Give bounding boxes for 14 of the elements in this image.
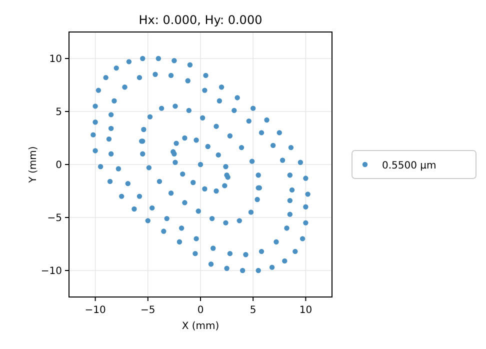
x-tick-label: 10 — [299, 305, 312, 316]
x-tick-label: 5 — [250, 305, 256, 316]
legend-label: 0.5500 µm — [382, 160, 436, 172]
chart-title: Hx: 0.000, Hy: 0.000 — [138, 13, 262, 27]
y-axis-title: Y (mm) — [28, 146, 39, 184]
x-tick-label: −10 — [84, 305, 106, 316]
y-tick-label: 0 — [56, 160, 62, 171]
y-tick-label: −5 — [47, 213, 62, 224]
y-tick-label: −10 — [40, 266, 62, 277]
y-tick-label: 10 — [49, 54, 62, 65]
x-tick-label: 0 — [197, 305, 204, 316]
x-axis-title: X (mm) — [182, 321, 220, 332]
x-tick-label: −5 — [140, 305, 156, 316]
y-tick-label: 5 — [56, 107, 62, 118]
